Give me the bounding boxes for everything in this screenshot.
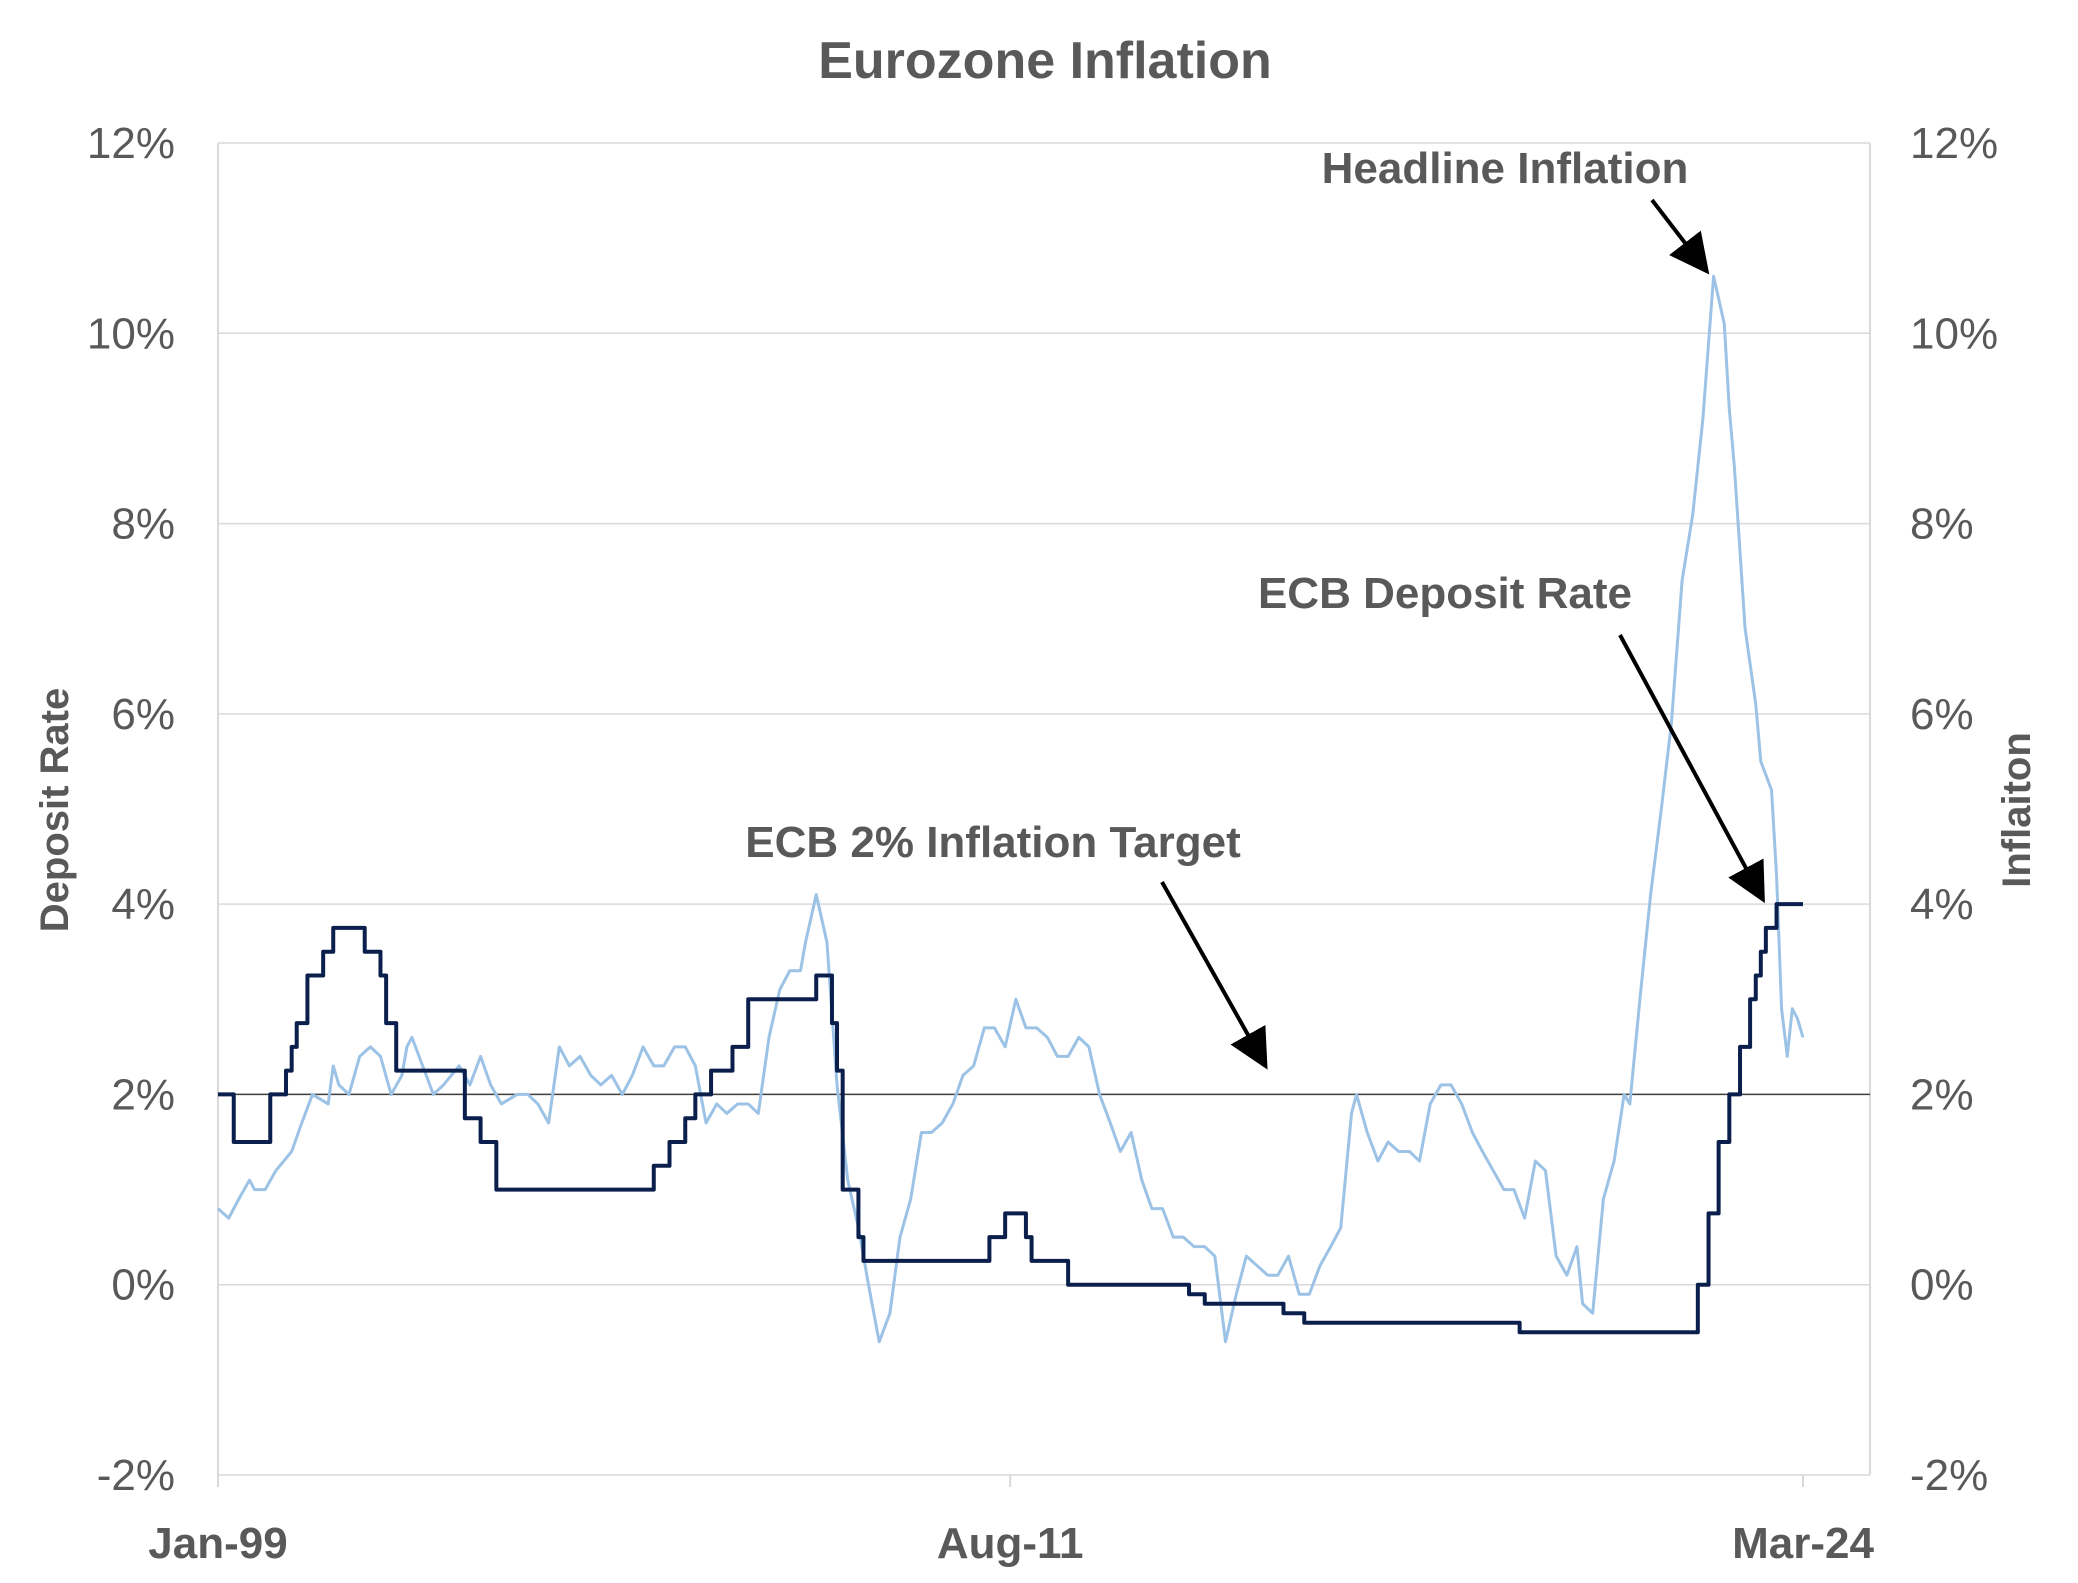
annotation-label: Headline Inflation [1322,144,1689,193]
gridlines [218,142,1870,1476]
x-tick-label: Jan-99 [148,1519,287,1568]
annotation-label: ECB 2% Inflation Target [745,818,1241,867]
left-y-tick-label: 2% [111,1070,175,1119]
left-y-tick-label: 10% [87,309,175,358]
left-y-tick-label: 4% [111,880,175,929]
right-y-tick-label: 6% [1910,690,1974,739]
right-y-tick-label: 8% [1910,500,1974,549]
left-y-tick-label: 12% [87,119,175,168]
right-y-tick-label: 4% [1910,880,1974,929]
headline-inflation-line [217,274,1805,1344]
x-tick-label: Aug-11 [937,1519,1084,1568]
right-y-tick-label: -2% [1910,1451,1988,1500]
annotation-arrow [1160,881,1268,1070]
series [217,274,1805,1344]
deposit-rate-line [218,902,1803,1335]
left-y-tick-label: 6% [111,690,175,739]
annotation-arrow [1618,634,1765,904]
x-axis-tick-labels: Jan-99 Aug-11 Mar-24 [148,1519,1874,1568]
right-y-tick-label: 10% [1910,309,1998,358]
right-axis-title: Inflaiton [1995,732,2039,888]
axes [217,143,1871,1487]
right-axis-tick-labels: -2% 0% 2% 4% 6% 8% 10% 12% [1910,119,1998,1500]
chart-title: Eurozone Inflation [818,32,1272,90]
left-axis-tick-labels: -2% 0% 2% 4% 6% 8% 10% 12% [87,119,175,1500]
annotation-label: ECB Deposit Rate [1258,569,1632,618]
left-y-tick-label: -2% [97,1451,175,1500]
left-y-tick-label: 8% [111,500,175,549]
x-tick-label: Mar-24 [1732,1519,1874,1568]
right-y-tick-label: 0% [1910,1261,1974,1310]
annotations: Headline Inflation ECB Deposit Rate ECB 2%… [745,144,1765,1070]
left-axis-title: Deposit Rate [33,688,77,933]
left-y-tick-label: 0% [111,1261,175,1310]
right-y-tick-label: 12% [1910,119,1998,168]
annotation-arrow [1650,198,1710,275]
right-y-tick-label: 2% [1910,1070,1974,1119]
